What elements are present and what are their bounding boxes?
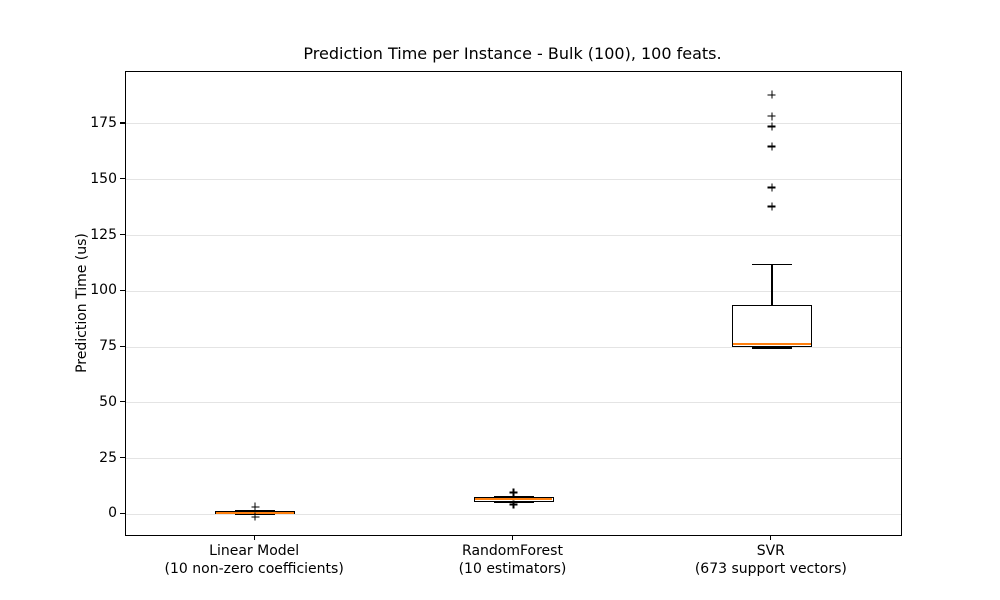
y-tick-mark — [120, 122, 125, 124]
flier-plus-icon — [767, 90, 776, 99]
x-tick-label-line2: (10 non-zero coefficients) — [164, 560, 344, 577]
y-tick-mark — [120, 512, 125, 515]
flier-plus-icon — [767, 122, 776, 131]
gridline — [126, 235, 901, 237]
median-line — [733, 342, 811, 345]
y-tick-label: 100 — [90, 282, 117, 299]
upper-whisker-cap — [235, 510, 276, 512]
y-tick-label: 175 — [90, 114, 117, 131]
median-line — [474, 498, 553, 501]
x-tick-label: SVR (673 support vectors) — [611, 543, 931, 578]
x-tick-label-line1: RandomForest — [462, 543, 563, 559]
x-tick-label-line2: (673 support vectors) — [694, 560, 847, 577]
y-tick-label: 0 — [108, 505, 117, 522]
x-tick-mark — [253, 535, 255, 541]
y-tick-label: 50 — [99, 393, 117, 410]
flier-plus-icon — [767, 112, 776, 121]
y-tick-label: 125 — [90, 226, 117, 243]
flier-plus-icon — [251, 512, 260, 521]
gridline — [126, 123, 901, 125]
lower-whisker-cap — [751, 347, 792, 349]
chart-title: Prediction Time per Instance - Bulk (100… — [303, 44, 722, 63]
upper-whisker-cap — [751, 263, 792, 266]
lower-whisker-line — [771, 346, 773, 349]
flier-plus-icon — [767, 183, 776, 192]
box-rect — [731, 305, 812, 347]
gridline — [126, 513, 901, 515]
upper-whisker-line — [771, 264, 773, 306]
y-tick-mark — [120, 401, 125, 403]
y-tick-label: 75 — [99, 338, 117, 355]
y-tick-label: 25 — [99, 449, 117, 466]
x-tick-label: Linear Model (10 non-zero coefficients) — [94, 543, 414, 578]
x-tick-label: RandomForest (10 estimators) — [353, 543, 673, 578]
flier-plus-icon — [251, 502, 260, 511]
plot-area — [125, 71, 902, 536]
x-tick-mark — [770, 535, 772, 541]
gridline — [126, 402, 901, 404]
gridline — [126, 290, 901, 292]
x-tick-label-line1: SVR — [756, 543, 785, 559]
flier-plus-icon — [509, 500, 518, 509]
gridline — [126, 179, 901, 181]
y-tick-mark — [120, 457, 125, 459]
y-tick-mark — [120, 289, 125, 291]
y-tick-mark — [120, 345, 125, 347]
y-tick-label: 150 — [90, 170, 117, 187]
gridline — [126, 458, 901, 460]
flier-plus-icon — [767, 202, 776, 211]
flier-plus-icon — [509, 488, 518, 497]
y-tick-mark — [120, 178, 125, 180]
flier-plus-icon — [767, 142, 776, 151]
upper-whisker-cap — [493, 495, 534, 498]
x-tick-label-line1: Linear Model — [209, 543, 300, 559]
x-tick-label-line2: (10 estimators) — [458, 560, 567, 577]
x-tick-mark — [511, 535, 514, 541]
gridline — [126, 346, 901, 348]
y-tick-mark — [120, 233, 125, 236]
